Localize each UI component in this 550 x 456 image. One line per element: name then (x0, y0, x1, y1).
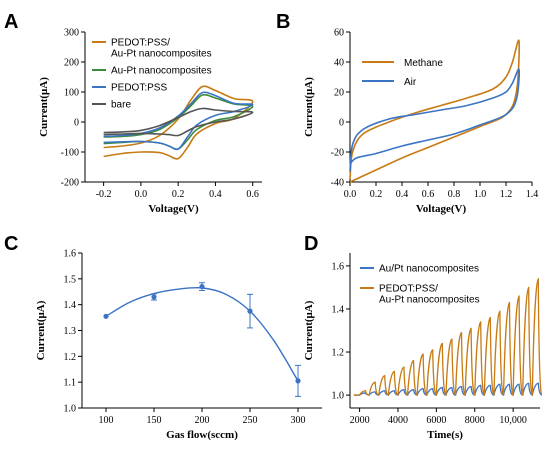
panel-a-x-tick-label: 0.6 (246, 189, 259, 200)
panel-d-x-tick-label: 4000 (388, 415, 408, 426)
panel-b-plot: 0.0 0.2 0.4 0.6 0.8 1.0 1.2 1.4 -40 -20 0 20 40 60 Vol… (303, 28, 538, 216)
panel-d-plot: 2000 4000 6000 8000 10,000 1.0 1.2 1.4 1.6 Time(s… (303, 253, 543, 441)
panel-a-series-3-curve (103, 91, 254, 151)
panel-b-y-tick-label: 20 (334, 88, 344, 99)
panel-d-y-tick-label: 1.6 (332, 261, 345, 272)
panel-a-y-tick-label: -100 (61, 148, 79, 159)
panel-b-series-2-curve (349, 68, 520, 172)
panel-a-y-tick-label: -200 (61, 178, 79, 189)
panel-c-data-point (199, 283, 205, 290)
panel-c-y-tick-label: 1.0 (64, 404, 77, 415)
panel-c-y-tick-label: 1.6 (64, 249, 77, 260)
panel-a-series-1-curve (103, 85, 254, 160)
panel-c-x-tick-label: 100 (99, 415, 114, 426)
panel-a-x-tick-label: -0.2 (96, 189, 112, 200)
panel-b-series-1-legend-label: Methane (404, 58, 443, 69)
panel-d-y-tick-label: 1.0 (332, 391, 345, 402)
panel-d-series-2-legend-label: Au-Pt nanocomposites (379, 295, 480, 306)
panel-a-y-tick-label: 300 (64, 28, 79, 39)
panel-b-y-tick-label: -20 (331, 148, 344, 159)
panel-a-y-tick-label: 0 (74, 118, 79, 129)
panel-b-series-1-curve (349, 39, 520, 183)
panel-b-y-tick-label: 40 (334, 58, 344, 69)
panel-c-x-tick-label: 300 (291, 415, 306, 426)
panel-a-x-tick-label: 0.2 (172, 189, 185, 200)
panel-a-plot: -0.2 0.0 0.2 0.4 0.6 -200 -100 0 100 200 300 Voltag… (38, 28, 262, 215)
panel-b-x-tick-label: 0.2 (370, 189, 383, 200)
panel-a-x-axis-title: Voltage(V) (148, 203, 199, 215)
panel-b-x-tick-label: 0.0 (344, 189, 357, 200)
panel-c-y-tick-label: 1.5 (64, 274, 77, 285)
panel-b-y-tick-label: -40 (331, 178, 344, 189)
panel-a-series-3-legend-label: PEDOT:PSS (111, 83, 167, 94)
panel-d-y-tick-label: 1.4 (332, 304, 345, 315)
panel-b-y-tick-label: 0 (339, 118, 344, 129)
panel-d-series-2-curve (353, 278, 543, 396)
panel-c-y-axis-title: Current(μA) (35, 300, 47, 360)
panel-letter-b: B (276, 11, 290, 33)
panel-c-x-axis-title: Gas flow(sccm) (166, 429, 238, 441)
panel-letter-c: C (4, 233, 18, 255)
panel-d-y-axis-title: Current(μA) (303, 300, 315, 360)
panel-a-series-1-legend-label: PEDOT:PSS/ (111, 38, 170, 49)
panel-c-y-tick-label: 1.2 (64, 352, 77, 363)
panel-a-y-tick-label: 100 (64, 88, 79, 99)
panel-letter-a: A (4, 11, 18, 33)
panel-b-x-tick-label: 0.8 (448, 189, 461, 200)
panel-a-series-2-legend-label: Au-Pt nanocomposites (111, 66, 212, 77)
panel-c-plot: 100 150 200 250 300 1.0 1.1 1.2 1.3 1.4 1.5 1.6 Gas … (35, 249, 322, 441)
panel-b-x-tick-label: 1.4 (526, 189, 539, 200)
panel-c-x-tick-label: 250 (243, 415, 258, 426)
panel-d-series-1-legend-label: Au/Pt nanocomposites (379, 264, 479, 275)
panel-d-x-tick-label: 8000 (465, 415, 485, 426)
panel-c-y-tick-label: 1.3 (64, 326, 77, 337)
panel-a-series-1-legend-label: Au-Pt nanocomposites (111, 49, 212, 60)
panel-d-series-2-legend-label: PEDOT:PSS/ (379, 284, 438, 295)
panel-a-x-tick-label: 0.4 (209, 189, 222, 200)
panel-c-y-tick-label: 1.4 (64, 300, 77, 311)
panel-b-y-tick-label: 60 (334, 28, 344, 39)
panel-c-x-tick-label: 200 (195, 415, 210, 426)
panel-b-x-tick-label: 1.0 (474, 189, 487, 200)
panel-c-x-tick-label: 150 (147, 415, 162, 426)
panel-c-data-point (103, 313, 109, 319)
panel-d-x-tick-label: 2000 (350, 415, 370, 426)
panel-d-x-tick-label: 6000 (426, 415, 446, 426)
panel-a-series-4-legend-label: bare (111, 100, 131, 111)
panel-b-series-2-legend-label: Air (404, 77, 417, 88)
panel-a-y-axis-title: Current(μA) (38, 77, 50, 137)
panel-c-data-point (151, 294, 157, 300)
panel-b-x-axis-title: Voltage(V) (416, 203, 467, 215)
panel-b-x-tick-label: 1.2 (500, 189, 513, 200)
panel-c-data-point (247, 308, 253, 314)
panel-b-x-tick-label: 0.6 (422, 189, 435, 200)
panel-a-series-4-curve (103, 107, 254, 137)
panel-d-y-tick-label: 1.2 (332, 348, 345, 359)
panel-letter-d: D (304, 233, 318, 255)
panel-d-x-axis-title: Time(s) (427, 429, 463, 441)
panel-d-x-tick-label: 10,000 (499, 415, 527, 426)
panel-a-x-tick-label: 0.0 (135, 189, 148, 200)
panel-b-y-axis-title: Current(μA) (303, 77, 315, 137)
panel-b-x-tick-label: 0.4 (396, 189, 409, 200)
panel-c-fit-curve (105, 286, 299, 382)
panel-a-y-tick-label: 200 (64, 58, 79, 69)
panel-c-data-point (295, 378, 301, 384)
panel-d-series-1-curve (353, 382, 543, 396)
panel-c-y-tick-label: 1.1 (64, 378, 77, 389)
